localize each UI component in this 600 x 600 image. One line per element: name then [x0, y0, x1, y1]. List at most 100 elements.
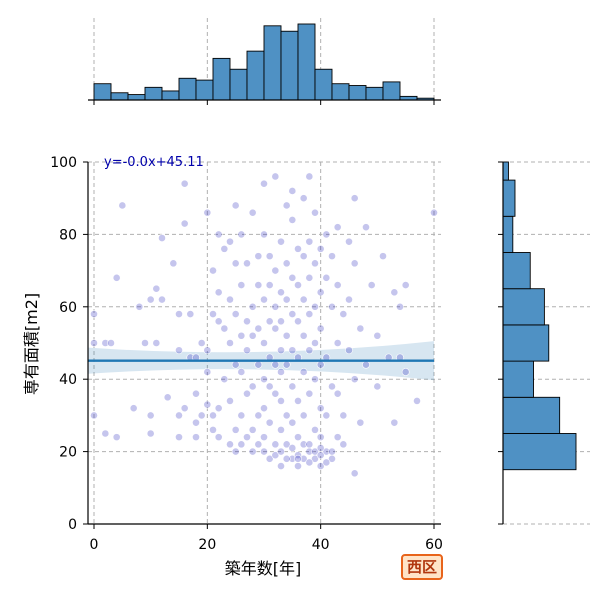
data-point	[214, 404, 223, 413]
data-point	[141, 339, 149, 347]
data-point	[328, 302, 336, 311]
data-point	[260, 230, 268, 239]
data-point	[209, 310, 217, 318]
data-point	[107, 339, 115, 347]
data-point	[294, 454, 302, 463]
data-point	[339, 411, 348, 420]
data-point	[243, 317, 251, 326]
data-point	[277, 237, 285, 246]
top-hist-bar	[212, 57, 231, 101]
data-point	[401, 368, 410, 376]
data-point	[265, 454, 274, 463]
data-point	[254, 252, 263, 261]
data-point	[203, 400, 212, 409]
data-point	[299, 440, 308, 449]
data-point	[180, 179, 189, 188]
data-point	[299, 411, 308, 420]
data-point	[305, 273, 314, 282]
y-tick-label: 100	[50, 155, 77, 171]
data-point	[260, 447, 268, 456]
data-point	[135, 302, 144, 311]
data-point	[231, 360, 240, 369]
data-point	[248, 382, 257, 391]
data-point	[316, 324, 325, 333]
data-point	[282, 331, 291, 340]
data-point	[299, 331, 308, 340]
data-point	[152, 339, 161, 347]
data-point	[231, 310, 240, 318]
data-point	[237, 331, 246, 340]
data-point	[186, 310, 195, 318]
data-point	[129, 404, 138, 413]
data-point	[265, 252, 274, 261]
data-point	[396, 302, 404, 311]
top-histogram	[88, 18, 441, 105]
data-point	[271, 324, 280, 333]
top-hist-bar	[263, 25, 282, 101]
x-tick-label: 60	[425, 537, 443, 553]
y-tick-label: 40	[59, 372, 77, 388]
data-point	[231, 201, 240, 210]
top-hist-bar	[365, 86, 384, 101]
right-hist-bar	[502, 360, 534, 398]
data-point	[373, 331, 382, 340]
data-point	[288, 346, 297, 355]
data-point	[328, 447, 336, 456]
data-point	[214, 288, 223, 297]
data-point	[288, 310, 297, 318]
data-point	[350, 194, 359, 203]
data-point	[226, 397, 234, 405]
data-point	[277, 397, 285, 405]
data-point	[248, 302, 257, 311]
data-point	[248, 208, 257, 217]
data-point	[305, 458, 314, 467]
data-point	[231, 425, 240, 434]
data-point	[288, 444, 297, 452]
data-point	[282, 360, 291, 369]
data-point	[333, 339, 342, 347]
data-point	[209, 266, 217, 275]
data-point	[175, 411, 183, 420]
data-point	[379, 252, 387, 261]
data-point	[322, 230, 331, 239]
data-point	[282, 411, 291, 420]
right-histogram	[498, 161, 590, 525]
data-point	[333, 389, 342, 398]
data-point	[362, 223, 370, 232]
data-point	[294, 317, 302, 326]
right-hist-bar	[502, 396, 561, 434]
data-point	[265, 281, 274, 289]
data-point	[254, 360, 263, 369]
top-hist-bar	[297, 23, 316, 101]
data-point	[90, 411, 98, 420]
data-point	[90, 339, 98, 347]
scatter-points	[90, 172, 438, 478]
data-point	[345, 346, 353, 355]
data-point	[197, 411, 206, 420]
data-point	[339, 440, 348, 449]
data-point	[254, 281, 263, 289]
y-tick-label: 0	[68, 517, 77, 533]
data-point	[305, 440, 314, 449]
data-point	[226, 237, 234, 246]
data-point	[158, 295, 166, 304]
data-point	[226, 295, 234, 304]
data-point	[316, 288, 325, 297]
top-hist-bar	[127, 94, 146, 101]
data-point	[294, 397, 302, 405]
data-point	[339, 310, 348, 318]
x-axis-label: 築年数[年]	[225, 559, 302, 578]
data-point	[299, 295, 308, 304]
data-point	[362, 360, 370, 369]
top-hist-bar	[246, 50, 265, 101]
data-point	[311, 302, 319, 311]
data-point	[175, 310, 183, 318]
data-point	[237, 281, 246, 289]
data-point	[288, 216, 297, 224]
data-point	[316, 360, 325, 369]
data-point	[265, 382, 274, 391]
data-point	[260, 375, 268, 384]
data-point	[203, 368, 212, 376]
data-point	[294, 433, 302, 442]
data-point	[209, 425, 217, 434]
